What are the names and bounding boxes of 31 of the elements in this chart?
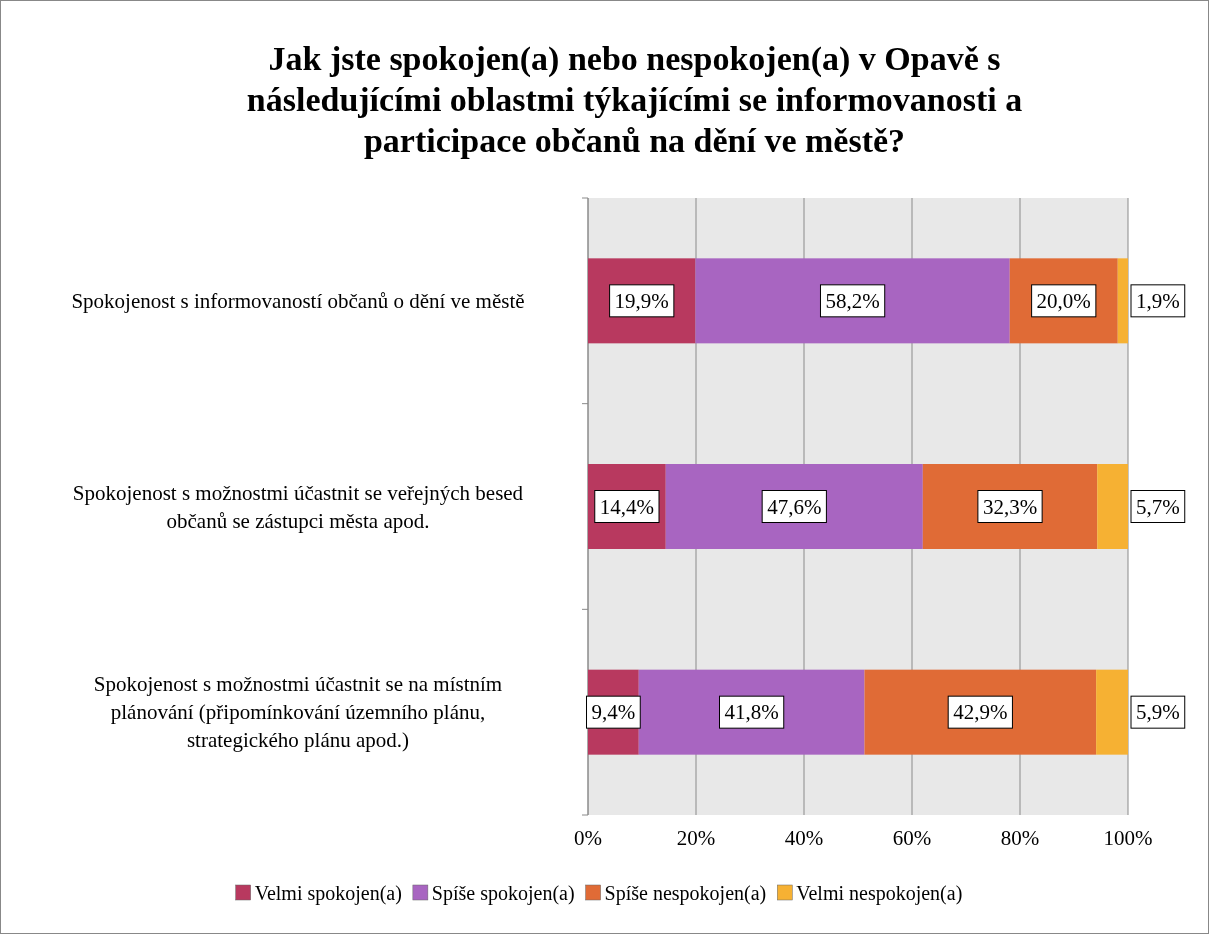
data-label: 14,4% <box>599 494 655 519</box>
data-label: 19,9% <box>614 288 669 313</box>
data-label: 41,8% <box>724 700 779 725</box>
data-label: 47,6% <box>767 494 822 519</box>
bar <box>1097 464 1128 549</box>
x-tick-label: 60% <box>892 826 932 850</box>
legend-label: Velmi spokojen(a) <box>254 882 402 905</box>
data-label: 32,3% <box>982 494 1038 519</box>
legend-label: Spíše nespokojen(a) <box>604 882 767 905</box>
bar <box>695 258 1010 344</box>
chart-title: Jak jste spokojen(a) nebo nespokojen(a) v Opavě s následujícími oblastmi týkajícími se informovanosti a participace občanů na dění ve městě? <box>246 40 1023 159</box>
legend-label: Velmi nespokojen(a) <box>796 882 963 905</box>
data-label: 20,0% <box>1036 288 1091 313</box>
x-tick-label: 100% <box>1103 826 1153 850</box>
data-label: 1,9% <box>1136 288 1180 313</box>
x-tick-label: 0% <box>574 826 602 850</box>
bar <box>665 464 923 549</box>
y-tick-label: Spokojenost s možnostmi účastnit se na místním plánování (připomínkování územního plánu, strategického plánu apod.) <box>93 672 503 753</box>
legend-label: Spíše spokojen(a) <box>431 882 575 905</box>
y-tick-label: Spokojenost s možnostmi účastnit se veřejných besed občanů se zástupci města apod. <box>72 480 524 533</box>
data-label: 42,9% <box>953 700 1008 725</box>
y-tick-label: Spokojenost s informovaností občanů o dění ve městě <box>71 288 525 313</box>
x-tick-label: 40% <box>784 826 824 850</box>
x-tick-label: 80% <box>1000 826 1040 850</box>
data-label: 9,4% <box>591 700 636 725</box>
data-label: 5,7% <box>1136 494 1180 519</box>
x-tick-label: 20% <box>676 826 716 850</box>
data-label: 58,2% <box>825 288 880 313</box>
data-label: 5,9% <box>1136 700 1180 725</box>
bar <box>1096 669 1128 755</box>
bar <box>1117 258 1128 344</box>
